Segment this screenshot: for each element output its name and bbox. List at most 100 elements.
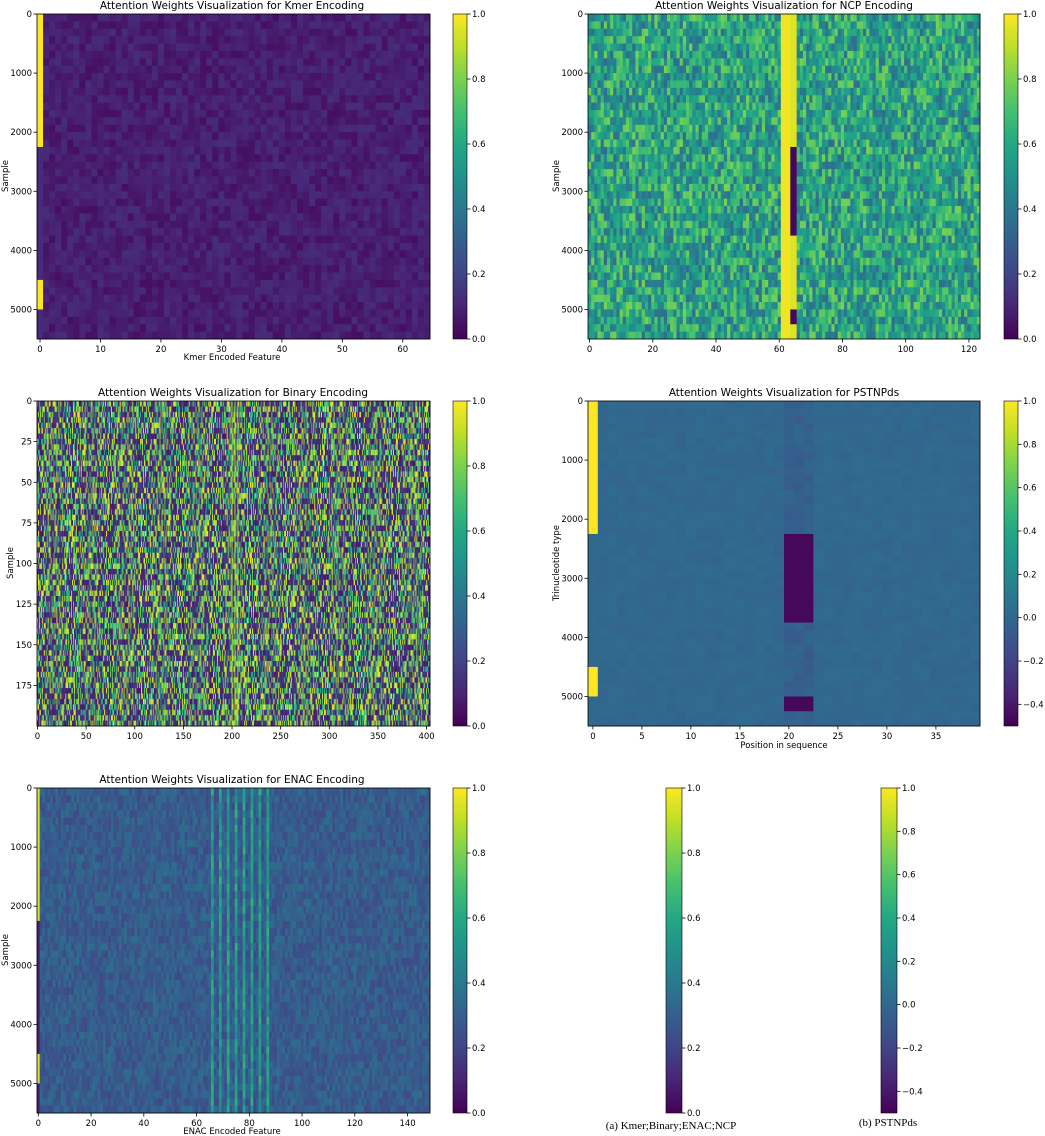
heatmap-cell bbox=[134, 103, 140, 111]
heatmap-cell bbox=[73, 184, 79, 192]
heatmap-cell bbox=[182, 213, 188, 221]
heatmap-cell bbox=[243, 191, 249, 199]
heatmap-cell bbox=[351, 332, 357, 340]
heatmap-cell bbox=[224, 295, 230, 303]
heatmap-cell bbox=[315, 221, 321, 229]
heatmap-cell bbox=[345, 117, 351, 125]
heatmap-cell bbox=[55, 44, 61, 52]
heatmap-cell bbox=[122, 132, 128, 140]
heatmap-cell bbox=[255, 250, 261, 258]
heatmap-cell bbox=[212, 295, 218, 303]
heatmap-cell bbox=[243, 332, 249, 340]
heatmap-cell bbox=[315, 154, 321, 162]
heatmap-cell bbox=[164, 21, 170, 29]
heatmap-cell bbox=[158, 280, 164, 288]
heatmap-cell bbox=[85, 273, 91, 281]
heatmap-cell bbox=[345, 243, 351, 251]
heatmap-cell bbox=[376, 21, 382, 29]
heatmap-cell bbox=[357, 21, 363, 29]
heatmap-cell bbox=[370, 177, 376, 185]
heatmap-cell bbox=[351, 221, 357, 229]
heatmap-cell bbox=[194, 162, 200, 170]
heatmap-cell bbox=[79, 332, 85, 340]
heatmap-cell bbox=[188, 228, 194, 236]
heatmap-cell bbox=[164, 147, 170, 155]
heatmap-cell bbox=[218, 110, 224, 118]
heatmap-cell bbox=[212, 58, 218, 66]
heatmap-cell bbox=[309, 221, 315, 229]
heatmap-cell bbox=[158, 250, 164, 258]
heatmap-cell bbox=[146, 110, 152, 118]
heatmap-cell bbox=[345, 44, 351, 52]
heatmap-cell bbox=[351, 21, 357, 29]
heatmap-cell bbox=[79, 140, 85, 148]
heatmap-cell bbox=[91, 317, 97, 325]
heatmap-cell bbox=[176, 162, 182, 170]
heatmap-cell bbox=[237, 147, 243, 155]
heatmap-cell bbox=[261, 80, 267, 88]
heatmap-cell bbox=[79, 265, 85, 273]
heatmap-cell bbox=[194, 66, 200, 74]
heatmap-cell bbox=[176, 221, 182, 229]
heatmap-cell bbox=[104, 162, 110, 170]
heatmap-cell bbox=[206, 332, 212, 340]
heatmap-cell bbox=[345, 250, 351, 258]
heatmap-cell bbox=[43, 147, 49, 155]
heatmap-cell bbox=[291, 199, 297, 207]
heatmap-cell bbox=[206, 228, 212, 236]
heatmap-cell bbox=[309, 287, 315, 295]
heatmap-cell bbox=[152, 280, 158, 288]
heatmap-cell bbox=[261, 317, 267, 325]
heatmap-cell bbox=[273, 51, 279, 59]
heatmap-cell bbox=[194, 58, 200, 66]
heatmap-cell bbox=[382, 302, 388, 310]
heatmap-cell bbox=[291, 162, 297, 170]
heatmap-cell bbox=[285, 21, 291, 29]
heatmap-cell bbox=[243, 280, 249, 288]
heatmap-cell bbox=[339, 243, 345, 251]
heatmap-cell bbox=[291, 206, 297, 214]
heatmap-cell bbox=[212, 287, 218, 295]
heatmap-cell bbox=[110, 236, 116, 244]
heatmap-cell bbox=[267, 236, 273, 244]
heatmap-cell bbox=[351, 184, 357, 192]
heatmap-cell bbox=[79, 273, 85, 281]
heatmap-cell bbox=[212, 258, 218, 266]
heatmap-cell bbox=[285, 199, 291, 207]
heatmap-cell bbox=[376, 206, 382, 214]
heatmap-cell bbox=[249, 44, 255, 52]
heatmap-cell bbox=[164, 66, 170, 74]
heatmap-cell bbox=[200, 317, 206, 325]
heatmap-cell bbox=[79, 221, 85, 229]
heatmap-cell bbox=[224, 147, 230, 155]
heatmap-cell bbox=[273, 29, 279, 37]
heatmap-cell bbox=[291, 191, 297, 199]
heatmap-cell bbox=[97, 147, 103, 155]
heatmap-cell bbox=[267, 206, 273, 214]
heatmap-cell bbox=[55, 295, 61, 303]
heatmap-cell bbox=[200, 280, 206, 288]
heatmap-cell bbox=[388, 51, 394, 59]
heatmap-cell bbox=[273, 295, 279, 303]
heatmap-cell bbox=[49, 110, 55, 118]
heatmap-cell bbox=[176, 265, 182, 273]
heatmap-cell bbox=[321, 213, 327, 221]
heatmap-cell bbox=[327, 199, 333, 207]
heatmap-cell bbox=[243, 236, 249, 244]
heatmap-cell bbox=[327, 243, 333, 251]
heatmap-cell bbox=[79, 132, 85, 140]
heatmap-cell bbox=[67, 287, 73, 295]
heatmap-cell bbox=[370, 103, 376, 111]
heatmap-cell bbox=[255, 265, 261, 273]
heatmap-cell bbox=[297, 324, 303, 332]
heatmap-cell bbox=[158, 332, 164, 340]
heatmap-cell bbox=[194, 213, 200, 221]
heatmap-cell bbox=[370, 117, 376, 125]
heatmap-cell bbox=[382, 258, 388, 266]
heatmap-cell bbox=[91, 332, 97, 340]
heatmap-cell bbox=[128, 287, 134, 295]
heatmap-cell bbox=[170, 162, 176, 170]
heatmap-cell bbox=[279, 21, 285, 29]
heatmap-cell bbox=[339, 191, 345, 199]
heatmap-cell bbox=[309, 88, 315, 96]
